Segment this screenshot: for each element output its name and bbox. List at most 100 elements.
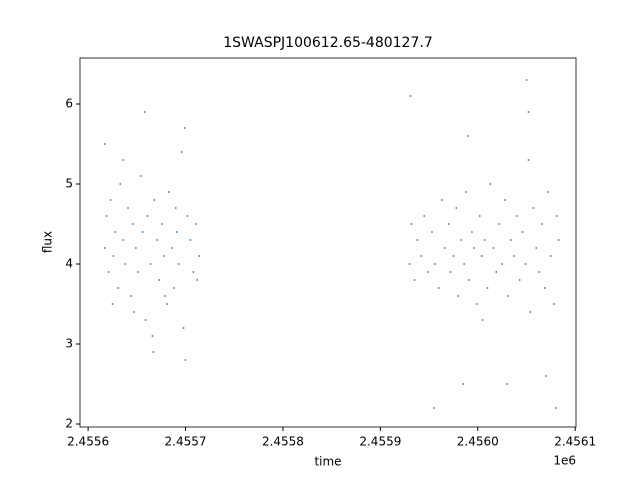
data-point bbox=[463, 263, 466, 265]
data-point bbox=[127, 207, 129, 209]
data-point bbox=[114, 231, 117, 233]
plot-frame bbox=[79, 57, 577, 428]
data-point bbox=[177, 263, 180, 265]
data-point bbox=[164, 295, 166, 297]
data-point bbox=[524, 263, 527, 265]
data-point bbox=[163, 255, 165, 257]
data-point bbox=[427, 271, 429, 273]
data-point bbox=[541, 223, 543, 225]
data-point bbox=[498, 223, 501, 225]
data-point bbox=[423, 215, 426, 217]
data-point bbox=[544, 287, 546, 289]
data-point bbox=[416, 239, 419, 241]
data-point bbox=[182, 327, 185, 329]
data-point bbox=[143, 111, 146, 113]
data-point bbox=[196, 279, 199, 281]
data-point bbox=[501, 263, 504, 265]
x-tick-label: 2.4557 bbox=[165, 435, 207, 449]
data-point bbox=[186, 215, 189, 217]
data-point bbox=[180, 151, 183, 153]
data-point bbox=[507, 295, 509, 297]
data-point bbox=[515, 215, 518, 217]
data-point bbox=[149, 263, 152, 265]
data-point bbox=[132, 311, 135, 313]
data-point bbox=[134, 247, 137, 249]
data-point bbox=[545, 375, 547, 377]
data-point bbox=[166, 303, 168, 305]
data-point bbox=[175, 231, 178, 233]
data-point bbox=[124, 263, 127, 265]
data-point bbox=[525, 79, 528, 81]
data-point bbox=[107, 271, 110, 273]
data-point bbox=[183, 127, 186, 129]
data-point bbox=[156, 239, 159, 241]
data-point bbox=[433, 407, 435, 409]
data-point bbox=[555, 215, 558, 217]
data-point bbox=[151, 335, 154, 337]
data-point bbox=[103, 247, 106, 249]
data-point bbox=[130, 295, 132, 297]
data-point bbox=[504, 199, 506, 201]
data-point bbox=[492, 247, 495, 249]
data-point bbox=[103, 143, 106, 145]
data-point bbox=[506, 383, 508, 385]
data-point bbox=[111, 303, 114, 305]
data-point bbox=[475, 303, 478, 305]
data-point bbox=[184, 359, 187, 361]
data-point bbox=[521, 231, 524, 233]
data-point bbox=[465, 191, 467, 193]
data-point bbox=[168, 191, 170, 193]
data-point bbox=[452, 255, 455, 257]
data-point bbox=[122, 159, 125, 161]
data-point bbox=[527, 159, 530, 161]
data-point bbox=[112, 255, 115, 257]
data-point bbox=[552, 303, 555, 305]
data-point bbox=[481, 319, 484, 321]
data-point bbox=[457, 295, 460, 297]
data-point bbox=[486, 287, 489, 289]
data-point bbox=[447, 223, 450, 225]
data-point bbox=[549, 255, 552, 257]
data-point bbox=[144, 319, 147, 321]
chart-title: 1SWASPJ100612.65-480127.7 bbox=[223, 35, 432, 51]
y-tick-label: 5 bbox=[65, 177, 73, 191]
data-point bbox=[105, 215, 108, 217]
data-point bbox=[410, 223, 413, 225]
data-point bbox=[152, 351, 155, 353]
data-point bbox=[478, 215, 481, 217]
data-point bbox=[109, 199, 112, 201]
data-point bbox=[153, 199, 156, 201]
data-point bbox=[122, 239, 125, 241]
data-point bbox=[192, 271, 195, 273]
data-point bbox=[420, 255, 423, 257]
x-tick-label: 2.4556 bbox=[67, 435, 109, 449]
x-tick-label: 2.4561 bbox=[554, 435, 596, 449]
data-point bbox=[146, 215, 149, 217]
y-tick-label: 6 bbox=[65, 97, 73, 111]
x-axis-label: time bbox=[314, 455, 341, 469]
data-point bbox=[554, 407, 557, 409]
data-point bbox=[437, 287, 440, 289]
data-point bbox=[198, 255, 201, 257]
data-point bbox=[472, 247, 475, 249]
data-point bbox=[480, 255, 483, 257]
data-point bbox=[489, 183, 492, 185]
x-tick-label: 2.4559 bbox=[359, 435, 401, 449]
data-point bbox=[443, 247, 446, 249]
data-point bbox=[119, 183, 122, 185]
data-point bbox=[529, 311, 532, 313]
x-offset-label: 1e6 bbox=[553, 454, 576, 468]
data-point bbox=[532, 207, 535, 209]
data-point bbox=[132, 223, 134, 225]
data-point bbox=[557, 239, 560, 241]
data-point bbox=[509, 239, 512, 241]
data-point bbox=[518, 279, 521, 281]
data-point bbox=[547, 191, 549, 193]
data-point bbox=[413, 279, 416, 281]
data-point bbox=[409, 95, 412, 97]
data-point bbox=[434, 263, 436, 265]
data-point bbox=[535, 247, 538, 249]
data-point bbox=[527, 111, 530, 113]
